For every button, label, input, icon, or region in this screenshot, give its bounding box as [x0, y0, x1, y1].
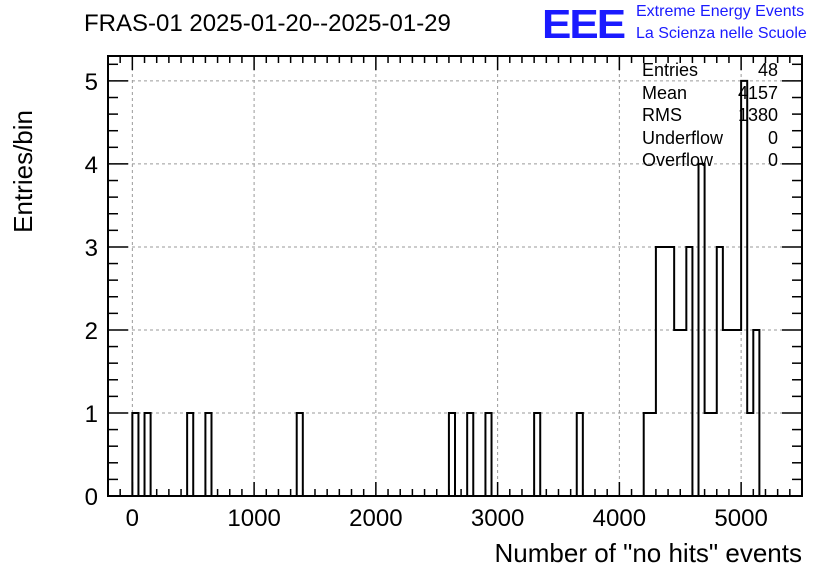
stat-value: 0: [767, 150, 778, 171]
stat-value: 0: [767, 127, 778, 148]
y-tick-label: 2: [85, 318, 98, 345]
logo-line-2: La Scienza nelle Scuole: [636, 25, 807, 42]
stat-row-mean: Mean 4157: [642, 83, 778, 106]
y-tick-label: 0: [85, 484, 98, 511]
stat-label: Mean: [642, 82, 688, 103]
histogram-bar: [711, 413, 717, 496]
stat-label: Overflow: [642, 150, 714, 171]
y-tick-label: 4: [85, 152, 98, 179]
stat-value: 48: [757, 60, 778, 80]
x-tick-label: 1000: [227, 505, 280, 532]
stat-label: RMS: [642, 105, 682, 126]
histogram-bar: [650, 413, 656, 496]
stat-row-underflow: Underflow 0: [642, 128, 778, 151]
stat-row-rms: RMS 1380: [642, 105, 778, 128]
y-tick-label: 5: [85, 69, 98, 96]
stat-label: Underflow: [642, 127, 724, 148]
histogram-bar: [705, 413, 711, 496]
x-tick-label: 4000: [593, 505, 646, 532]
eee-logo-mark: EEE: [542, 2, 626, 48]
histogram-bar: [747, 413, 753, 496]
y-tick-label: 3: [85, 235, 98, 262]
stat-value: 4157: [737, 82, 778, 103]
logo-line-1: Extreme Energy Events: [636, 3, 805, 20]
y-axis-label: Entries/bin: [8, 110, 38, 233]
y-tick-label: 1: [85, 401, 98, 428]
histogram-bar: [662, 247, 668, 496]
x-tick-label: 2000: [349, 505, 402, 532]
x-tick-label: 3000: [471, 505, 524, 532]
stat-row-overflow: Overflow 0: [642, 150, 778, 173]
stat-label: Entries: [642, 60, 699, 80]
stat-row-entries: Entries 48: [642, 60, 778, 83]
plot-frame: [107, 55, 803, 497]
chart-title: FRAS-01 2025-01-20--2025-01-29: [84, 10, 451, 37]
x-tick-label: 5000: [714, 505, 767, 532]
x-tick-label: 0: [126, 505, 139, 532]
stats-box: Entries 48 Mean 4157 RMS 1380 Underflow …: [642, 60, 778, 173]
x-axis-label: Number of "no hits" events: [494, 538, 803, 568]
stat-value: 1380: [737, 105, 778, 126]
